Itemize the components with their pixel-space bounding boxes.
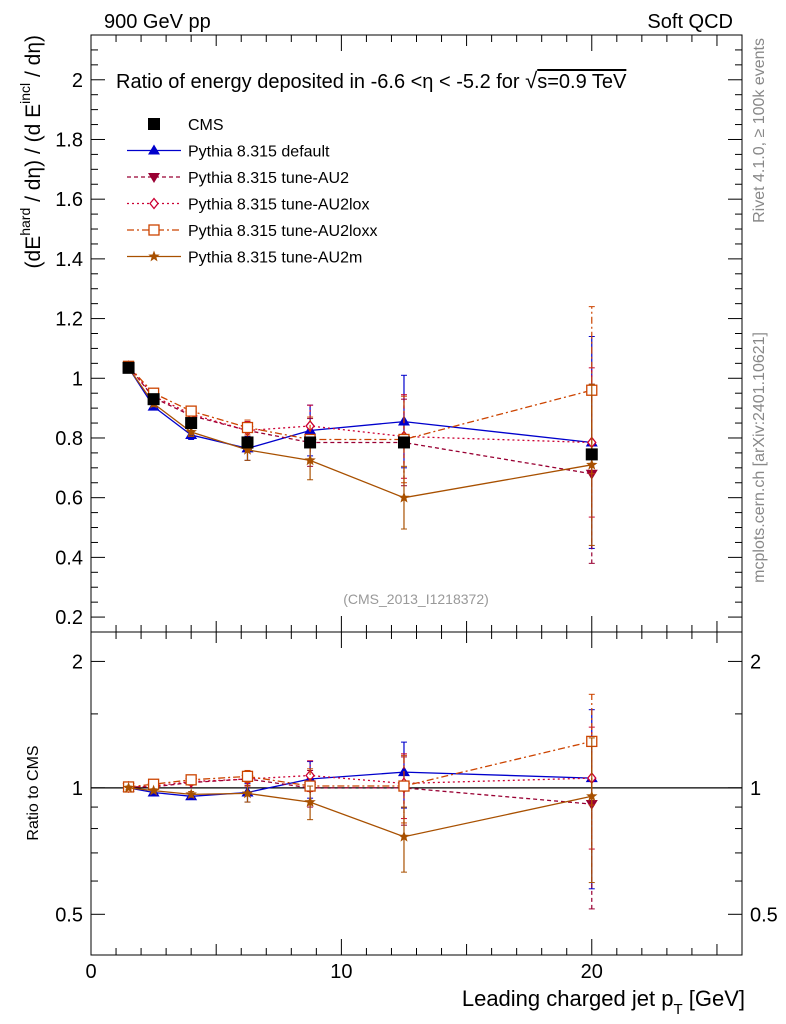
main-y-tick-label: 0.4 [55, 547, 83, 569]
legend-label: Pythia 8.315 default [188, 144, 330, 161]
ratio-line-AU2lox [128, 774, 592, 788]
main-title: Ratio of energy deposited in -6.6 <η < -… [116, 68, 627, 93]
main-y-tick-label: 1.6 [55, 189, 83, 211]
main-point-CMS [304, 436, 317, 449]
main-y-tick-label: 2 [72, 70, 83, 92]
header-right: Soft QCD [647, 11, 733, 33]
legend-entry-AU2lox: Pythia 8.315 tune-AU2lox [127, 197, 369, 214]
main-line-default [128, 367, 592, 450]
main-point-AU2loxx [185, 405, 197, 417]
mcplots-label: mcplots.cern.ch [arXiv:2401.10621] [751, 332, 768, 583]
main-y-tick-label: 1.4 [55, 249, 83, 271]
main-point-AU2loxx [241, 421, 254, 434]
legend-label: Pythia 8.315 tune-AU2 [188, 170, 349, 187]
ratio-y-tick-label: 0.5 [55, 904, 83, 926]
ratio-point-AU2loxx [241, 770, 254, 783]
main-y-tick-label: 1.8 [55, 129, 83, 151]
legend-marker [149, 197, 159, 210]
ratio-y-tick-label: 2 [72, 651, 83, 673]
main-y-tick-label: 0.2 [55, 607, 83, 629]
x-tick-label: 0 [85, 961, 96, 983]
ratio-series-AU2 [122, 737, 598, 910]
legend-label: CMS [188, 117, 224, 134]
ratio-line-AU2 [128, 778, 592, 805]
main-line-AU2loxx [128, 365, 592, 441]
legend-entry-default: Pythia 8.315 default [127, 144, 330, 161]
ratio-series-AU2loxx [122, 693, 598, 824]
main-point-CMS [397, 436, 410, 449]
ratio-point-AU2m [147, 784, 160, 796]
ratio-point-AU2m [304, 796, 316, 807]
main-point-AU2m [304, 454, 316, 466]
ratio-point-AU2m [241, 787, 254, 799]
main-series-AU2loxx [122, 306, 598, 484]
ratio-y-axis-label: Ratio to CMS [25, 745, 42, 840]
legend: CMS Pythia 8.315 default Pythia 8.315 tune… [127, 117, 377, 267]
legend-entry-AU2m: Pythia 8.315 tune-AU2m [127, 250, 362, 267]
main-series-group [122, 306, 598, 564]
ratio-line-AU2loxx [128, 740, 592, 788]
legend-marker [148, 144, 160, 155]
main-series-AU2m [122, 361, 598, 546]
ratio-series-default [122, 709, 598, 890]
ratio-point-AU2m [586, 790, 598, 802]
rivet-label: Rivet 4.1.0, ≥ 100k events [751, 38, 768, 223]
main-point-AU2m [586, 458, 598, 470]
main-line-AU2m [128, 367, 592, 499]
legend-label: Pythia 8.315 tune-AU2lox [188, 197, 369, 214]
main-series-AU2 [122, 362, 598, 564]
main-point-CMS [122, 361, 135, 374]
main-point-CMS [147, 393, 160, 406]
x-axis-label: Leading charged jet pT [GeV] [462, 986, 745, 1018]
ratio-y-tick-label-right: 1 [750, 778, 761, 800]
ratio-point-AU2m [185, 788, 197, 800]
ratio-point-AU2m [398, 830, 410, 842]
x-tick-label: 10 [330, 961, 352, 983]
legend-marker [148, 173, 160, 183]
main-line-AU2 [128, 365, 592, 475]
legend-marker [148, 118, 160, 130]
legend-marker [148, 250, 160, 262]
legend-entry-CMS: CMS [148, 117, 224, 134]
main-y-tick-label: 0.6 [55, 488, 83, 510]
ratio-series-group [122, 693, 598, 910]
main-point-CMS [185, 417, 198, 430]
legend-label: Pythia 8.315 tune-AU2loxx [188, 223, 377, 240]
ratio-series-AU2m [122, 737, 598, 884]
ratio-y-tick-label-right: 2 [750, 651, 761, 673]
main-y-tick-label: 0.8 [55, 428, 83, 450]
ratio-y-tick-label: 1 [72, 778, 83, 800]
main-point-AU2m [185, 426, 197, 437]
ratio-y-tick-label-right: 0.5 [750, 904, 778, 926]
main-line-AU2lox [128, 365, 592, 444]
legend-marker [148, 224, 160, 236]
legend-label: Pythia 8.315 tune-AU2m [188, 250, 362, 267]
ratio-point-AU2loxx [185, 774, 197, 786]
main-point-AU2m [241, 443, 254, 455]
ratio-point-AU2m [122, 781, 135, 793]
ratio-line-default [128, 771, 592, 797]
axis-ticks: 0.20.40.60.811.21.41.61.820 10 200.5 0.51 12… [55, 34, 778, 983]
header-left: 900 GeV pp [104, 11, 211, 33]
main-series-CMS [122, 361, 598, 461]
x-tick-label: 20 [581, 961, 603, 983]
main-y-tick-label: 1.2 [55, 309, 83, 331]
main-point-AU2m [398, 491, 410, 503]
analysis-watermark: (CMS_2013_I1218372) [343, 591, 489, 607]
main-point-CMS [241, 436, 254, 449]
main-y-axis-label: (dEhard / dη) / (d Eincl / dη) [17, 35, 45, 268]
main-y-tick-label: 1 [72, 368, 83, 390]
legend-entry-AU2loxx: Pythia 8.315 tune-AU2loxx [127, 223, 377, 240]
main-point-CMS [585, 448, 598, 461]
ratio-point-AU2loxx [398, 780, 410, 792]
legend-entry-AU2: Pythia 8.315 tune-AU2 [127, 170, 349, 187]
